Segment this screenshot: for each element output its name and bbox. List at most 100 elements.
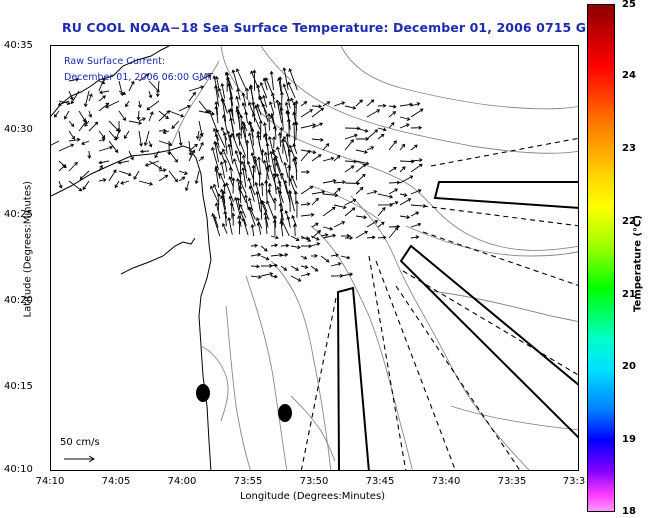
current-vector xyxy=(322,206,336,217)
current-vector xyxy=(114,180,120,189)
current-vector xyxy=(399,175,414,184)
current-vector xyxy=(288,68,298,91)
current-vector xyxy=(344,105,357,110)
current-vector xyxy=(82,180,90,191)
current-vector xyxy=(388,104,397,109)
current-vector xyxy=(300,109,314,118)
current-vector xyxy=(279,91,284,109)
current-vector xyxy=(98,130,106,139)
current-vector xyxy=(285,133,290,157)
current-vector xyxy=(162,130,170,135)
radar-wedges xyxy=(336,181,578,470)
current-vector xyxy=(399,102,414,107)
current-vector xyxy=(356,137,370,141)
surface-current-vectors xyxy=(51,67,427,282)
current-vector xyxy=(270,114,277,131)
current-vector xyxy=(290,265,300,271)
current-vector xyxy=(377,193,394,199)
current-vector xyxy=(344,207,356,217)
radar-beam-lines xyxy=(300,137,578,470)
x-tick-label: 74:05 xyxy=(101,476,131,487)
current-vector xyxy=(300,235,312,242)
current-vector xyxy=(282,83,290,99)
current-vector xyxy=(244,110,249,124)
current-vector xyxy=(293,156,298,181)
current-vector xyxy=(388,188,399,195)
current-vector xyxy=(58,143,75,152)
current-vector xyxy=(208,109,219,133)
current-vector xyxy=(280,265,288,271)
current-vector xyxy=(198,156,205,162)
current-vector xyxy=(260,148,265,163)
current-vector xyxy=(388,226,399,239)
current-vector xyxy=(377,235,387,240)
current-vector xyxy=(237,219,242,235)
current-vector xyxy=(399,166,406,173)
current-vector xyxy=(146,100,160,111)
current-vector xyxy=(252,112,262,132)
map-plot-area xyxy=(50,45,579,471)
current-vector xyxy=(262,159,270,180)
current-vector xyxy=(280,218,290,236)
current-vector xyxy=(259,199,270,221)
current-vector xyxy=(410,125,423,130)
current-vector xyxy=(410,102,421,107)
current-vector xyxy=(88,93,93,102)
current-vector xyxy=(108,169,117,182)
current-vector xyxy=(188,143,198,152)
current-vector xyxy=(247,197,254,212)
current-vector xyxy=(88,110,93,118)
map-canvas xyxy=(51,46,578,470)
current-vector xyxy=(330,273,344,278)
current-vector xyxy=(280,253,289,257)
current-vector xyxy=(340,255,351,260)
current-vector xyxy=(236,88,241,101)
current-vector xyxy=(148,80,160,93)
current-vector xyxy=(410,189,422,195)
current-vector xyxy=(198,74,211,82)
current-vector xyxy=(320,233,329,237)
current-vector xyxy=(311,104,323,109)
current-vector xyxy=(120,180,130,185)
current-vector xyxy=(216,193,221,211)
current-vector xyxy=(178,176,186,182)
current-vector xyxy=(410,163,423,173)
current-vector xyxy=(287,164,292,186)
current-vector xyxy=(300,123,317,129)
current-vector xyxy=(124,130,130,140)
current-vector xyxy=(214,100,219,116)
current-vector xyxy=(214,202,221,220)
current-vector xyxy=(311,137,324,142)
current-vector xyxy=(154,150,160,159)
current-vector xyxy=(247,177,256,196)
current-vector xyxy=(105,100,120,109)
current-vector xyxy=(98,145,114,152)
current-vector xyxy=(260,263,273,268)
current-vector xyxy=(282,67,289,90)
current-vector xyxy=(311,154,322,162)
colorbar-tick: 22 xyxy=(622,216,636,227)
current-vector xyxy=(247,101,255,115)
current-vector xyxy=(78,120,88,132)
current-vector xyxy=(275,99,283,123)
current-vector xyxy=(293,190,298,203)
current-vector xyxy=(68,180,83,192)
current-vector xyxy=(148,160,163,170)
current-vector xyxy=(355,160,370,166)
current-vector xyxy=(280,138,289,162)
current-vector xyxy=(399,116,411,121)
current-vector xyxy=(253,155,261,179)
current-vector xyxy=(245,87,249,100)
current-vector xyxy=(128,120,143,125)
current-vector xyxy=(264,179,269,204)
current-vector xyxy=(221,222,228,234)
current-vector xyxy=(291,214,297,226)
current-vector xyxy=(279,107,284,130)
y-tick-label: 40:20 xyxy=(4,295,33,306)
current-vector xyxy=(241,92,247,107)
current-vector xyxy=(344,133,358,140)
current-vector xyxy=(234,149,241,163)
current-vector xyxy=(241,217,249,236)
current-vector xyxy=(265,166,270,186)
current-vector xyxy=(270,274,278,279)
